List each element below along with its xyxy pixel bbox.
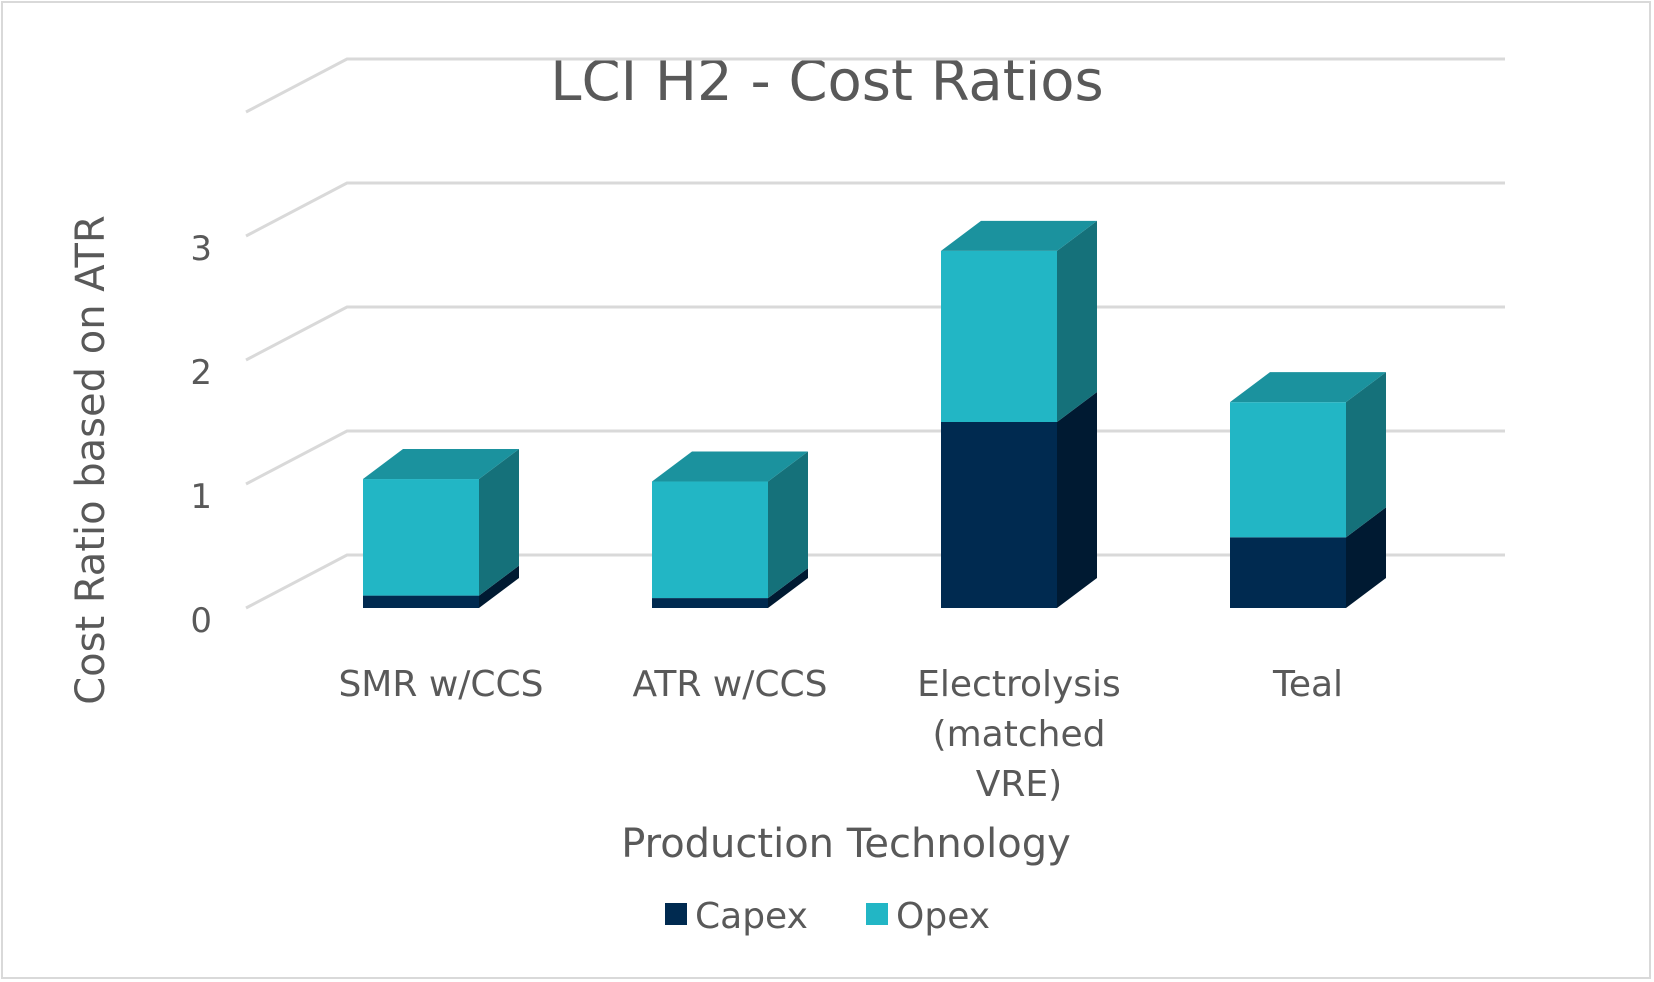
gridline [245,553,1505,610]
bar-side [768,568,808,608]
bar-side [479,565,519,608]
bar-segment-capex [652,568,808,608]
gridline [245,305,1505,362]
y-axis-title: Cost Ratio based on ATR [68,215,114,705]
bar-top [363,449,519,480]
gridline [245,181,1505,238]
bar-segment-opex [363,449,519,596]
y-tick-label: 3 [190,229,212,269]
bar-side [1346,507,1386,608]
legend-label: Capex [695,896,808,937]
legend-item-capex: Capex [665,896,808,937]
bar-front [1230,537,1346,608]
x-axis-title: Production Technology [621,821,1071,867]
bars [363,220,1386,608]
bar-segment-capex [363,565,519,608]
bar-side [1346,372,1386,538]
bar-front [363,595,479,608]
bar-side [768,451,808,599]
bar-segment-opex [941,220,1097,422]
legend-swatch [866,903,888,925]
gridlines [245,57,1505,610]
y-tick-label: 0 [190,601,212,641]
category-label: VRE) [976,764,1062,805]
legend: Capex Opex [665,896,990,937]
bar-side [1057,220,1097,422]
y-tick-label: 1 [190,477,212,517]
bar-segment-opex [1230,372,1386,538]
bar-top [652,451,808,482]
bar-side [1057,392,1097,608]
bar-front [1230,402,1346,538]
bar-segment-capex [941,392,1097,608]
y-axis-ticks: 0 1 2 3 [190,229,212,641]
category-labels: SMR w/CCS ATR w/CCS Electrolysis (matched VR… [338,664,1343,805]
bar-side [479,449,519,596]
legend-swatch [665,903,687,925]
bar-top [1230,372,1386,403]
bar-front [652,598,768,608]
legend-item-opex: Opex [866,896,990,937]
y-tick-label: 2 [190,353,212,393]
bar-front [941,422,1057,608]
legend-label: Opex [896,896,990,937]
bar-front [652,481,768,599]
category-label: Teal [1272,664,1343,705]
bar-segment-capex [1230,507,1386,608]
bar-segment-opex [652,451,808,599]
bar-front [363,479,479,596]
gridline [245,57,1505,114]
category-label: Electrolysis [917,664,1121,705]
bar-top [941,220,1097,251]
category-label: ATR w/CCS [633,664,828,705]
gridline [245,429,1505,486]
category-label: SMR w/CCS [338,664,543,705]
bar-front [941,250,1057,422]
category-label: (matched [933,714,1106,755]
